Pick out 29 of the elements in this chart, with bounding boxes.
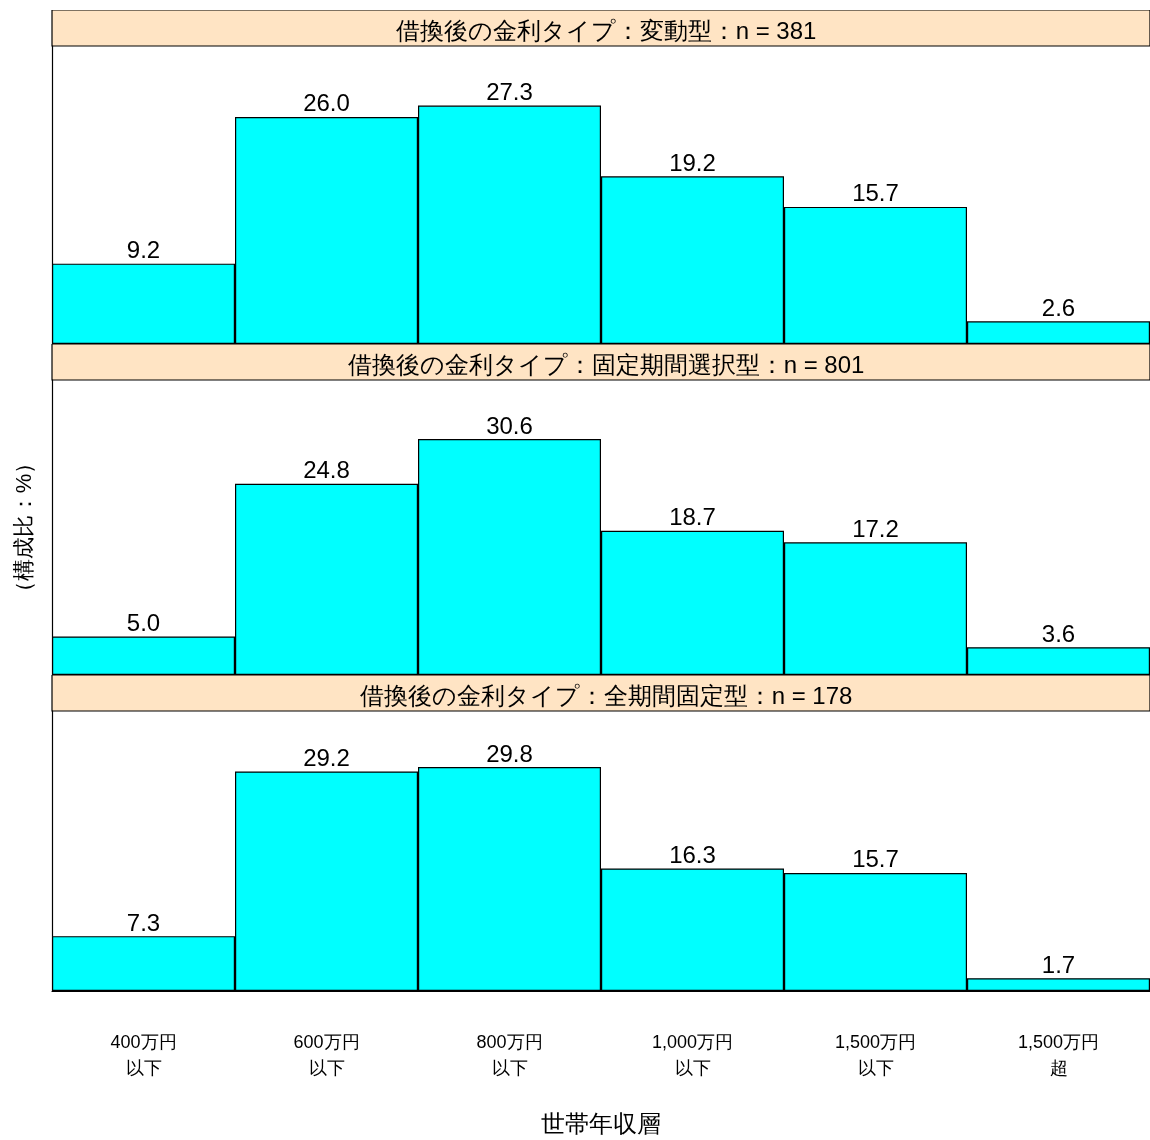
x-tick-label: 600万円以下 (293, 1032, 360, 1078)
data-label: 15.7 (852, 179, 899, 207)
chart-title: 借換後の金利タイプ：変動型：n = 381 (395, 16, 817, 44)
data-label: 24.8 (303, 456, 350, 484)
data-label: 1.7 (1041, 950, 1076, 978)
y-axis-title: （構成比：%） (10, 451, 36, 604)
data-label: 16.3 (669, 840, 716, 868)
data-label: 9.2 (126, 236, 161, 264)
x-tick-label: 1,500万円超 (1017, 1032, 1100, 1078)
data-label: 19.2 (669, 148, 716, 176)
x-tick-label: 1,500万円以下 (834, 1032, 917, 1078)
data-label: 15.7 (852, 845, 899, 873)
data-label: 17.2 (852, 514, 899, 542)
data-label: 7.3 (126, 908, 161, 936)
data-label: 30.6 (486, 411, 533, 439)
x-tick-label: 400万円以下 (110, 1032, 177, 1078)
data-label: 26.0 (303, 89, 350, 117)
data-label: 29.8 (486, 739, 533, 767)
data-label: 2.6 (1041, 293, 1076, 321)
data-label: 5.0 (126, 608, 161, 636)
x-axis-title: 世帯年収層 (541, 1109, 661, 1137)
data-label: 18.7 (669, 503, 716, 531)
data-label: 3.6 (1041, 619, 1076, 647)
x-tick-label: 800万円以下 (476, 1032, 543, 1078)
chart-title: 借換後の金利タイプ：固定期間選択型：n = 801 (347, 350, 865, 378)
chart-title: 借換後の金利タイプ：全期間固定型：n = 178 (359, 681, 853, 709)
data-label: 27.3 (486, 78, 533, 106)
x-tick-label: 1,000万円以下 (651, 1032, 734, 1078)
data-label: 29.2 (303, 744, 350, 772)
